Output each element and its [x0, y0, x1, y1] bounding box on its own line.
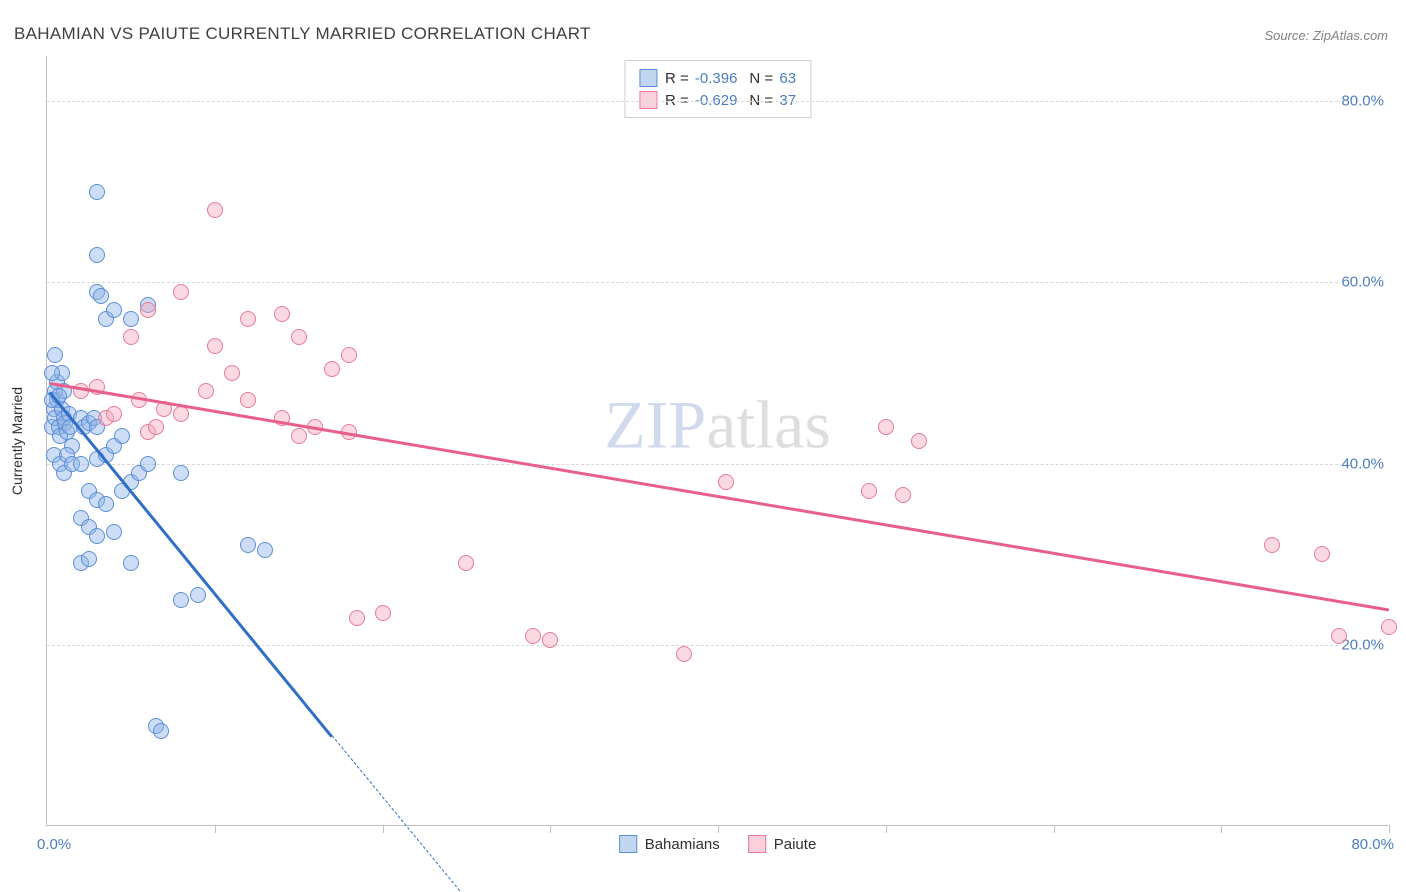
- scatter-point: [1314, 546, 1330, 562]
- scatter-point: [324, 361, 340, 377]
- gridline: [47, 464, 1388, 465]
- scatter-point: [240, 392, 256, 408]
- scatter-point: [47, 347, 63, 363]
- scatter-point: [895, 487, 911, 503]
- x-tick: [550, 825, 551, 833]
- scatter-point: [173, 284, 189, 300]
- scatter-point: [106, 302, 122, 318]
- scatter-point: [93, 288, 109, 304]
- scatter-point: [257, 542, 273, 558]
- scatter-point: [73, 456, 89, 472]
- scatter-point: [878, 419, 894, 435]
- legend-swatch: [619, 835, 637, 853]
- scatter-point: [81, 551, 97, 567]
- legend-stat-row: R = -0.629N = 37: [639, 89, 796, 111]
- scatter-point: [349, 610, 365, 626]
- scatter-point: [207, 338, 223, 354]
- legend-series-label: Bahamians: [645, 836, 720, 853]
- scatter-point: [207, 202, 223, 218]
- scatter-point: [173, 406, 189, 422]
- trend-line: [50, 382, 1389, 611]
- scatter-point: [89, 528, 105, 544]
- scatter-point: [153, 723, 169, 739]
- y-tick-label: 80.0%: [1341, 93, 1390, 110]
- x-tick: [1389, 825, 1390, 833]
- x-axis-min-label: 0.0%: [37, 836, 71, 853]
- scatter-point: [375, 605, 391, 621]
- scatter-point: [98, 496, 114, 512]
- scatter-point: [173, 592, 189, 608]
- scatter-point: [173, 465, 189, 481]
- scatter-point: [274, 306, 290, 322]
- gridline: [47, 282, 1388, 283]
- scatter-point: [1381, 619, 1397, 635]
- scatter-point: [458, 555, 474, 571]
- scatter-point: [224, 365, 240, 381]
- scatter-point: [89, 184, 105, 200]
- scatter-point: [114, 428, 130, 444]
- x-tick: [383, 825, 384, 833]
- scatter-point: [525, 628, 541, 644]
- scatter-point: [341, 347, 357, 363]
- scatter-point: [106, 524, 122, 540]
- legend-series: Bahamians Paiute: [619, 835, 817, 853]
- x-tick: [1054, 825, 1055, 833]
- legend-stat-text: R = -0.629N = 37: [665, 92, 796, 109]
- source-label: Source: ZipAtlas.com: [1264, 28, 1388, 43]
- scatter-point: [291, 329, 307, 345]
- x-tick: [886, 825, 887, 833]
- chart-title: BAHAMIAN VS PAIUTE CURRENTLY MARRIED COR…: [14, 24, 591, 44]
- scatter-point: [198, 383, 214, 399]
- watermark: ZIPatlas: [604, 386, 831, 465]
- y-tick-label: 40.0%: [1341, 455, 1390, 472]
- scatter-point: [1264, 537, 1280, 553]
- x-tick: [1221, 825, 1222, 833]
- legend-series-item: Bahamians: [619, 835, 720, 853]
- y-tick-label: 20.0%: [1341, 636, 1390, 653]
- legend-swatch: [639, 91, 657, 109]
- scatter-point: [148, 419, 164, 435]
- scatter-point: [718, 474, 734, 490]
- scatter-point: [44, 365, 60, 381]
- scatter-point: [89, 247, 105, 263]
- scatter-point: [123, 329, 139, 345]
- legend-series-item: Paiute: [748, 835, 817, 853]
- legend-stat-text: R = -0.396N = 63: [665, 70, 796, 87]
- legend-series-label: Paiute: [774, 836, 817, 853]
- scatter-point: [861, 483, 877, 499]
- gridline: [47, 645, 1388, 646]
- x-tick: [215, 825, 216, 833]
- legend-statistics: R = -0.396N = 63 R = -0.629N = 37: [624, 60, 811, 118]
- scatter-point: [140, 302, 156, 318]
- chart-container: BAHAMIAN VS PAIUTE CURRENTLY MARRIED COR…: [0, 0, 1406, 892]
- scatter-point: [676, 646, 692, 662]
- y-axis-title: Currently Married: [9, 386, 25, 494]
- scatter-point: [106, 406, 122, 422]
- scatter-point: [291, 428, 307, 444]
- legend-stat-row: R = -0.396N = 63: [639, 67, 796, 89]
- scatter-point: [240, 537, 256, 553]
- y-tick-label: 60.0%: [1341, 274, 1390, 291]
- scatter-point: [123, 311, 139, 327]
- scatter-point: [240, 311, 256, 327]
- legend-swatch: [639, 69, 657, 87]
- scatter-point: [190, 587, 206, 603]
- legend-swatch: [748, 835, 766, 853]
- plot-area: Currently Married ZIPatlas R = -0.396N =…: [46, 56, 1388, 826]
- scatter-point: [1331, 628, 1347, 644]
- scatter-point: [542, 632, 558, 648]
- x-tick: [718, 825, 719, 833]
- scatter-point: [123, 555, 139, 571]
- scatter-point: [140, 456, 156, 472]
- trend-line-extrapolated: [332, 736, 467, 892]
- gridline: [47, 101, 1388, 102]
- x-axis-max-label: 80.0%: [1351, 836, 1394, 853]
- scatter-point: [911, 433, 927, 449]
